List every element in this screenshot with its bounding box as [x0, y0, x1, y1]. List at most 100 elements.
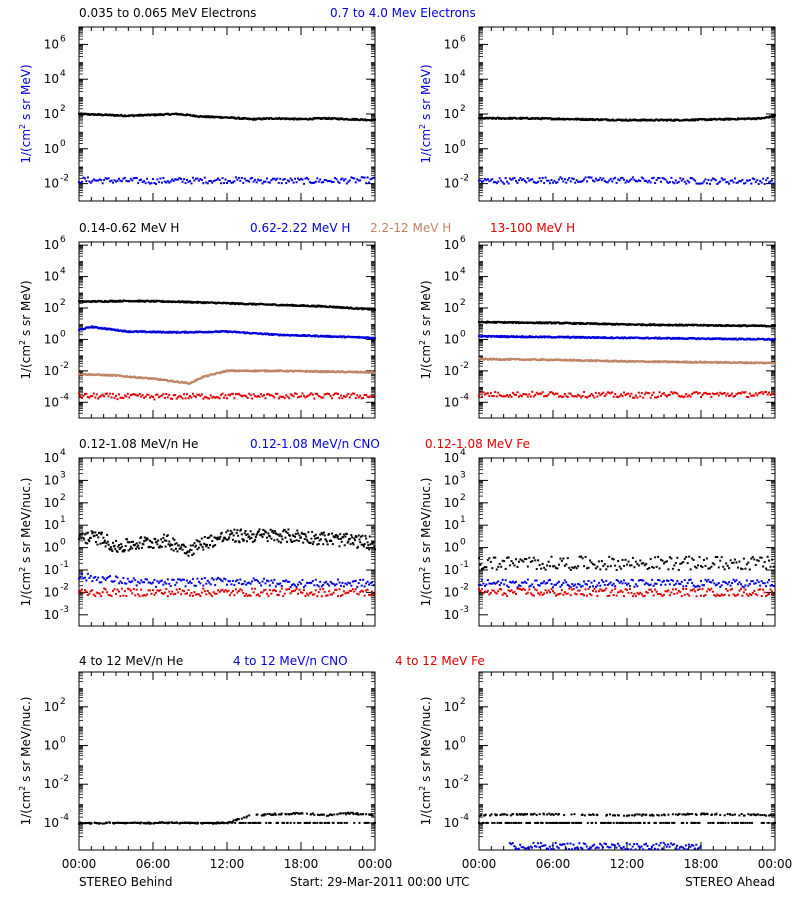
- data-point: [234, 393, 237, 396]
- data-point: [332, 181, 335, 184]
- data-point: [491, 395, 494, 398]
- data-point: [497, 391, 500, 394]
- data-point: [140, 178, 143, 181]
- data-point: [700, 182, 702, 185]
- data-point: [311, 393, 314, 396]
- data-point: [226, 369, 229, 372]
- data-point: [680, 395, 683, 398]
- data-point: [270, 179, 273, 182]
- data-point: [488, 394, 491, 397]
- data-point: [260, 393, 263, 396]
- data-point: [226, 182, 228, 185]
- data-point: [685, 393, 688, 396]
- data-point: [482, 179, 485, 182]
- data-point: [123, 394, 126, 397]
- data-point: [519, 394, 522, 397]
- data-point: [280, 182, 283, 185]
- data-point: [323, 178, 326, 181]
- data-point: [590, 392, 593, 395]
- data-point: [258, 395, 261, 398]
- data-point: [738, 325, 741, 328]
- data-point: [553, 179, 556, 182]
- data-point: [660, 180, 663, 183]
- data-point: [559, 176, 562, 179]
- data-point: [254, 178, 257, 181]
- data-point: [239, 179, 242, 182]
- data-point: [509, 393, 512, 396]
- y-tick-label: 10: [44, 142, 59, 156]
- data-point: [606, 181, 609, 184]
- data-point: [115, 180, 117, 183]
- data-point: [549, 182, 552, 185]
- data-point: [342, 395, 345, 398]
- data-point: [522, 178, 525, 181]
- data-point: [364, 370, 367, 373]
- data-point: [311, 118, 314, 121]
- data-point: [596, 337, 599, 340]
- series-title: 0.12-1.08 MeV Fe: [425, 437, 530, 451]
- data-point: [626, 179, 628, 182]
- data-point: [709, 117, 712, 120]
- data-point: [630, 178, 633, 181]
- data-point: [163, 180, 166, 183]
- data-point: [694, 391, 697, 394]
- data-point: [85, 392, 88, 395]
- data-point: [519, 177, 522, 180]
- data-point: [546, 394, 549, 397]
- data-point: [717, 181, 720, 184]
- data-point: [664, 178, 667, 181]
- data-point: [189, 179, 191, 182]
- data-point: [534, 394, 537, 397]
- data-point: [512, 177, 515, 180]
- data-point: [205, 116, 208, 119]
- data-point: [541, 391, 544, 394]
- data-point: [351, 392, 354, 395]
- data-point: [117, 393, 120, 396]
- data-point: [591, 394, 594, 397]
- data-point: [334, 392, 337, 395]
- data-point: [611, 118, 614, 121]
- data-point: [159, 395, 162, 398]
- data-point: [503, 320, 506, 323]
- data-point: [535, 391, 538, 394]
- data-point: [531, 390, 534, 393]
- y-tick-exponent: 0: [460, 329, 466, 339]
- data-point: [150, 395, 153, 398]
- data-point: [331, 181, 334, 184]
- data-point: [335, 178, 338, 181]
- data-point: [748, 179, 751, 182]
- data-point: [556, 392, 559, 395]
- data-point: [228, 180, 231, 183]
- data-point: [757, 183, 760, 186]
- data-point: [196, 300, 199, 303]
- data-point: [731, 392, 734, 395]
- data-point: [252, 180, 255, 183]
- data-point: [337, 393, 339, 396]
- data-point: [741, 178, 744, 181]
- data-point: [324, 371, 327, 374]
- data-point: [503, 335, 506, 338]
- data-point: [202, 376, 205, 379]
- data-point: [143, 396, 146, 399]
- y-tick-exponent: 6: [60, 34, 66, 44]
- data-point: [506, 336, 509, 339]
- data-point: [715, 360, 718, 363]
- data-point: [285, 369, 288, 372]
- data-point: [197, 393, 200, 396]
- y-axis-title: 1/(cm2 s sr MeV): [418, 64, 433, 163]
- data-point: [89, 395, 92, 398]
- data-point: [708, 392, 711, 395]
- data-point: [257, 394, 260, 397]
- data-point: [135, 394, 138, 397]
- data-point: [636, 180, 639, 183]
- data-point: [581, 179, 584, 182]
- data-point: [506, 393, 509, 396]
- y-axis-title: 1/(cm2 s sr MeV): [18, 280, 33, 379]
- data-point: [371, 118, 374, 121]
- data-point: [623, 391, 626, 394]
- data-point: [512, 335, 515, 338]
- data-point: [637, 391, 640, 394]
- data-point: [295, 392, 298, 395]
- data-point: [587, 395, 590, 398]
- data-point: [512, 391, 515, 394]
